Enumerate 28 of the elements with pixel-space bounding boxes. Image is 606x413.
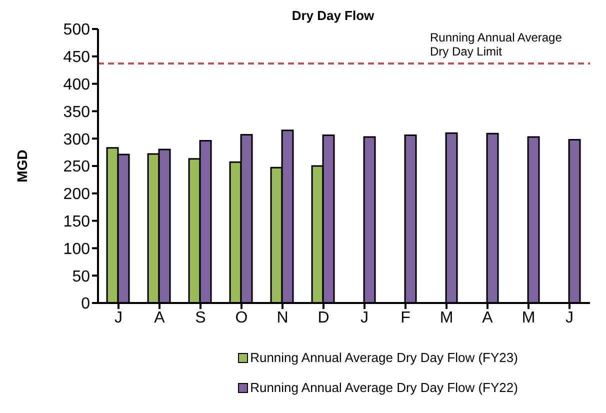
ref-line-label: Running Annual Average Dry Day Limit (430, 30, 562, 59)
y-tick-label: 50 (72, 268, 90, 286)
x-tick-label: J (114, 309, 122, 326)
y-tick-label: 350 (63, 104, 90, 121)
x-tick-label: A (482, 309, 494, 326)
y-tick-label: 500 (63, 22, 90, 39)
x-tick-label: A (154, 309, 166, 326)
x-tick-label: D (318, 309, 330, 326)
y-tick-label: 150 (63, 213, 90, 230)
x-tick-label: S (195, 309, 206, 326)
x-tick-label: N (276, 309, 288, 326)
y-tick-label: 250 (63, 158, 90, 176)
legend-label: Running Annual Average Dry Day Flow (FY22) (250, 379, 518, 397)
y-tick-label: 300 (63, 131, 90, 148)
x-tick-label: J (566, 309, 574, 326)
x-tick-label: F (400, 309, 411, 326)
y-tick-label: 200 (63, 186, 90, 204)
x-tick-label: M (522, 309, 536, 326)
x-tick-label: J (360, 309, 368, 326)
legend-label: Running Annual Average Dry Day Flow (FY23) (250, 349, 518, 367)
x-tick-label: M (440, 309, 454, 326)
y-tick-label: 0 (81, 296, 90, 313)
chart-title: Dry Day Flow (290, 8, 376, 23)
y-tick-label: 450 (63, 49, 90, 66)
y-tick-label: 400 (63, 76, 90, 94)
y-axis-title: MGD (14, 150, 30, 182)
x-tick-label: O (235, 309, 248, 326)
y-tick-label: 100 (63, 240, 90, 258)
